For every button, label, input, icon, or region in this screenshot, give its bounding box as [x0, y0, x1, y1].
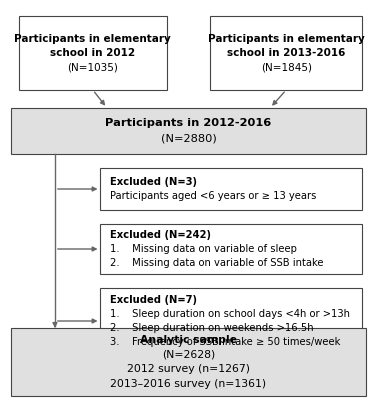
- Text: (N=1035): (N=1035): [67, 62, 118, 72]
- Text: Analytic sample: Analytic sample: [140, 334, 237, 344]
- FancyBboxPatch shape: [100, 168, 362, 210]
- FancyBboxPatch shape: [11, 108, 366, 154]
- Text: Participants in elementary: Participants in elementary: [208, 34, 365, 44]
- Text: Participants in elementary: Participants in elementary: [14, 34, 171, 44]
- Text: Participants aged <6 years or ≥ 13 years: Participants aged <6 years or ≥ 13 years: [110, 191, 316, 201]
- Text: 1.    Missing data on variable of sleep: 1. Missing data on variable of sleep: [110, 244, 297, 254]
- FancyBboxPatch shape: [11, 328, 366, 396]
- Text: 2013–2016 survey (n=1361): 2013–2016 survey (n=1361): [111, 380, 266, 390]
- Text: 3.    Frequency of SSB intake ≥ 50 times/week: 3. Frequency of SSB intake ≥ 50 times/we…: [110, 337, 340, 347]
- FancyBboxPatch shape: [100, 224, 362, 274]
- FancyBboxPatch shape: [210, 16, 362, 90]
- Text: Excluded (N=7): Excluded (N=7): [110, 295, 197, 305]
- Text: school in 2013-2016: school in 2013-2016: [227, 48, 345, 58]
- Text: Excluded (N=242): Excluded (N=242): [110, 230, 211, 240]
- Text: (N=2880): (N=2880): [161, 134, 216, 144]
- Text: 2012 survey (n=1267): 2012 survey (n=1267): [127, 364, 250, 374]
- Text: school in 2012: school in 2012: [50, 48, 135, 58]
- Text: Participants in 2012-2016: Participants in 2012-2016: [105, 118, 272, 128]
- FancyBboxPatch shape: [19, 16, 167, 90]
- FancyBboxPatch shape: [100, 288, 362, 354]
- Text: (N=2628): (N=2628): [162, 350, 215, 360]
- Text: 1.    Sleep duration on school days <4h or >13h: 1. Sleep duration on school days <4h or …: [110, 309, 350, 319]
- Text: (N=1845): (N=1845): [261, 62, 312, 72]
- Text: 2.    Missing data on variable of SSB intake: 2. Missing data on variable of SSB intak…: [110, 258, 323, 268]
- Text: 2.    Sleep duration on weekends >16.5h: 2. Sleep duration on weekends >16.5h: [110, 323, 313, 333]
- Text: Excluded (N=3): Excluded (N=3): [110, 177, 197, 187]
